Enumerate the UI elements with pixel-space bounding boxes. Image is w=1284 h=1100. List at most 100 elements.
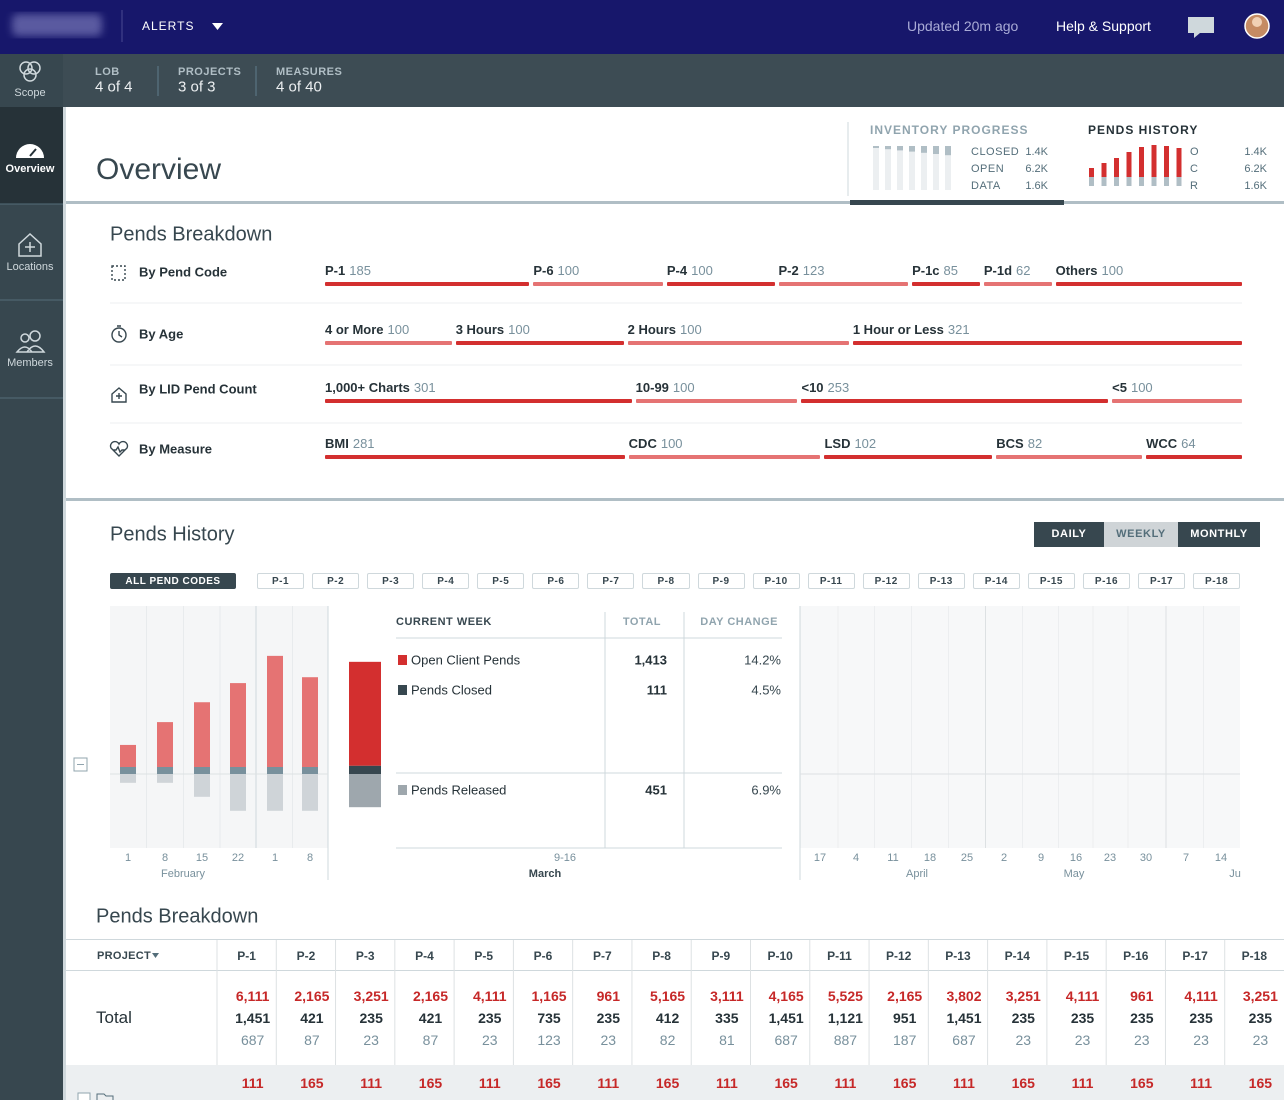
chip[interactable]: P-9 (697, 573, 745, 589)
sidebar-separators (0, 203, 63, 399)
chip[interactable]: P-14 (972, 573, 1020, 589)
chat-icon[interactable] (1188, 17, 1214, 38)
item-name: P-1 (325, 263, 346, 278)
members-icon[interactable] (15, 330, 46, 353)
cell-value: 82 (659, 1032, 676, 1048)
chip[interactable]: P-12 (862, 573, 910, 589)
period-button[interactable]: MONTHLY (1178, 522, 1260, 547)
breakdown-item[interactable]: P-1d 62 (983, 262, 1052, 286)
group-row: 4 or More 100 3 Hours 100 2 Hours 100 1 Hour o… (325, 321, 1242, 345)
period-button[interactable]: DAILY (1034, 522, 1104, 547)
item-name: 1,000+ Charts (325, 380, 410, 395)
item-bar (666, 282, 775, 286)
row-checkbox[interactable] (77, 1092, 91, 1100)
chip[interactable]: P-17 (1138, 573, 1186, 589)
chip[interactable]: P-3 (367, 573, 415, 589)
breakdown-item[interactable]: 2 Hours 100 (627, 321, 849, 345)
item-label: BMI 281 (325, 435, 625, 453)
breakdown-item[interactable]: BMI 281 (325, 435, 625, 459)
logo[interactable] (12, 14, 102, 36)
legend-swatch (398, 685, 407, 695)
cell-value: 23 (1074, 1032, 1091, 1048)
chip[interactable]: P-8 (642, 573, 690, 589)
spark-bar (933, 146, 939, 190)
spark-bar (909, 146, 915, 190)
breakdown-item[interactable]: 4 or More 100 (325, 321, 452, 345)
sidebar-item[interactable]: Scope (14, 87, 46, 99)
item-value: 100 (508, 322, 530, 337)
item-bar (627, 341, 849, 345)
breakdown-item[interactable]: Others 100 (1055, 262, 1242, 286)
chip[interactable]: P-18 (1193, 573, 1241, 589)
breakdown-item[interactable]: P-4 100 (666, 262, 775, 286)
overview-icon[interactable] (16, 144, 44, 158)
cell-value: 412 (655, 1010, 680, 1026)
month-label: February (160, 868, 206, 880)
chip[interactable]: P-10 (752, 573, 800, 589)
spark-bar (945, 146, 951, 190)
inventory-value: 6.2K (1025, 163, 1048, 175)
item-label: <5 100 (1112, 379, 1242, 397)
item-value: 321 (947, 322, 970, 337)
breakdown-item[interactable]: LSD 102 (824, 435, 993, 459)
nav-menu[interactable]: ALERTS (142, 19, 195, 33)
row-total: 451 (645, 782, 667, 798)
chip[interactable]: P-4 (422, 573, 470, 589)
dropdown-arrow[interactable] (212, 23, 223, 30)
item-label: WCC 64 (1146, 435, 1242, 453)
scope-icon[interactable] (19, 61, 41, 82)
cell-value: 111 (1190, 1075, 1212, 1091)
history-label: R (1190, 180, 1198, 192)
panel-title: INVENTORY PROGRESS (870, 123, 1029, 137)
cell-value: 1,451 (946, 1010, 982, 1026)
chip[interactable]: P-5 (477, 573, 525, 589)
chip[interactable]: P-6 (532, 573, 580, 589)
chip-row: P-1 P-2 P-3 P-4 P-5 P-6 P-7 P-8 P-9 P-10 P-11 P-12 P… (257, 573, 1241, 589)
sidebar-item[interactable]: Overview (5, 163, 55, 175)
chip[interactable]: P-15 (1027, 573, 1075, 589)
panel-underline (850, 200, 1064, 205)
breakdown-item[interactable]: P-2 123 (778, 262, 909, 286)
section-divider (66, 498, 1284, 501)
breakdown-item[interactable]: 3 Hours 100 (455, 321, 624, 345)
cell-value: 2,165 (294, 988, 330, 1004)
item-bar (455, 341, 624, 345)
chip[interactable]: P-13 (917, 573, 965, 589)
item-label: P-6 100 (533, 262, 663, 280)
sidebar-item[interactable]: Members (7, 357, 53, 369)
cell-value: 4,111 (1065, 988, 1100, 1004)
breakdown-item[interactable]: WCC 64 (1146, 435, 1242, 459)
x-tick-label: 22 (231, 852, 245, 864)
section-title: Pends History (110, 523, 235, 546)
period-button[interactable]: WEEKLY (1104, 522, 1178, 547)
x-tick-label: 16 (1069, 852, 1083, 864)
chip[interactable]: P-11 (807, 573, 855, 589)
locations-icon[interactable] (18, 232, 42, 257)
cell-value: 1,121 (827, 1010, 863, 1026)
chip[interactable]: P-7 (587, 573, 635, 589)
help-link[interactable]: Help & Support (1056, 18, 1151, 34)
breakdown-item[interactable]: CDC 100 (628, 435, 821, 459)
breakdown-item[interactable]: P-6 100 (533, 262, 663, 286)
breakdown-item[interactable]: P-1c 85 (912, 262, 980, 286)
item-value: 100 (387, 322, 410, 337)
cell-value: 111 (241, 1075, 264, 1091)
item-name: Others (1055, 263, 1098, 278)
breakdown-item[interactable]: BCS 82 (996, 435, 1143, 459)
breakdown-item[interactable]: 10-99 100 (635, 379, 798, 403)
breakdown-item[interactable]: <10 253 (801, 379, 1109, 403)
breakdown-item[interactable]: 1 Hour or Less 321 (852, 321, 1242, 345)
spark-bar (1151, 177, 1157, 186)
breakdown-item[interactable]: <5 100 (1112, 379, 1242, 403)
group-label: By LID Pend Count (139, 381, 257, 397)
item-name: <10 (801, 380, 824, 395)
breakdown-item[interactable]: 1,000+ Charts 301 (325, 379, 632, 403)
chip-all[interactable]: ALL PEND CODES (110, 573, 236, 589)
sidebar-item[interactable]: Locations (6, 261, 54, 273)
spark-bar-top (945, 146, 951, 156)
chip[interactable]: P-2 (312, 573, 360, 589)
sort-arrow[interactable] (152, 953, 159, 958)
chip[interactable]: P-16 (1082, 573, 1130, 589)
chip[interactable]: P-1 (257, 573, 305, 589)
breakdown-item[interactable]: P-1 185 (325, 262, 530, 286)
